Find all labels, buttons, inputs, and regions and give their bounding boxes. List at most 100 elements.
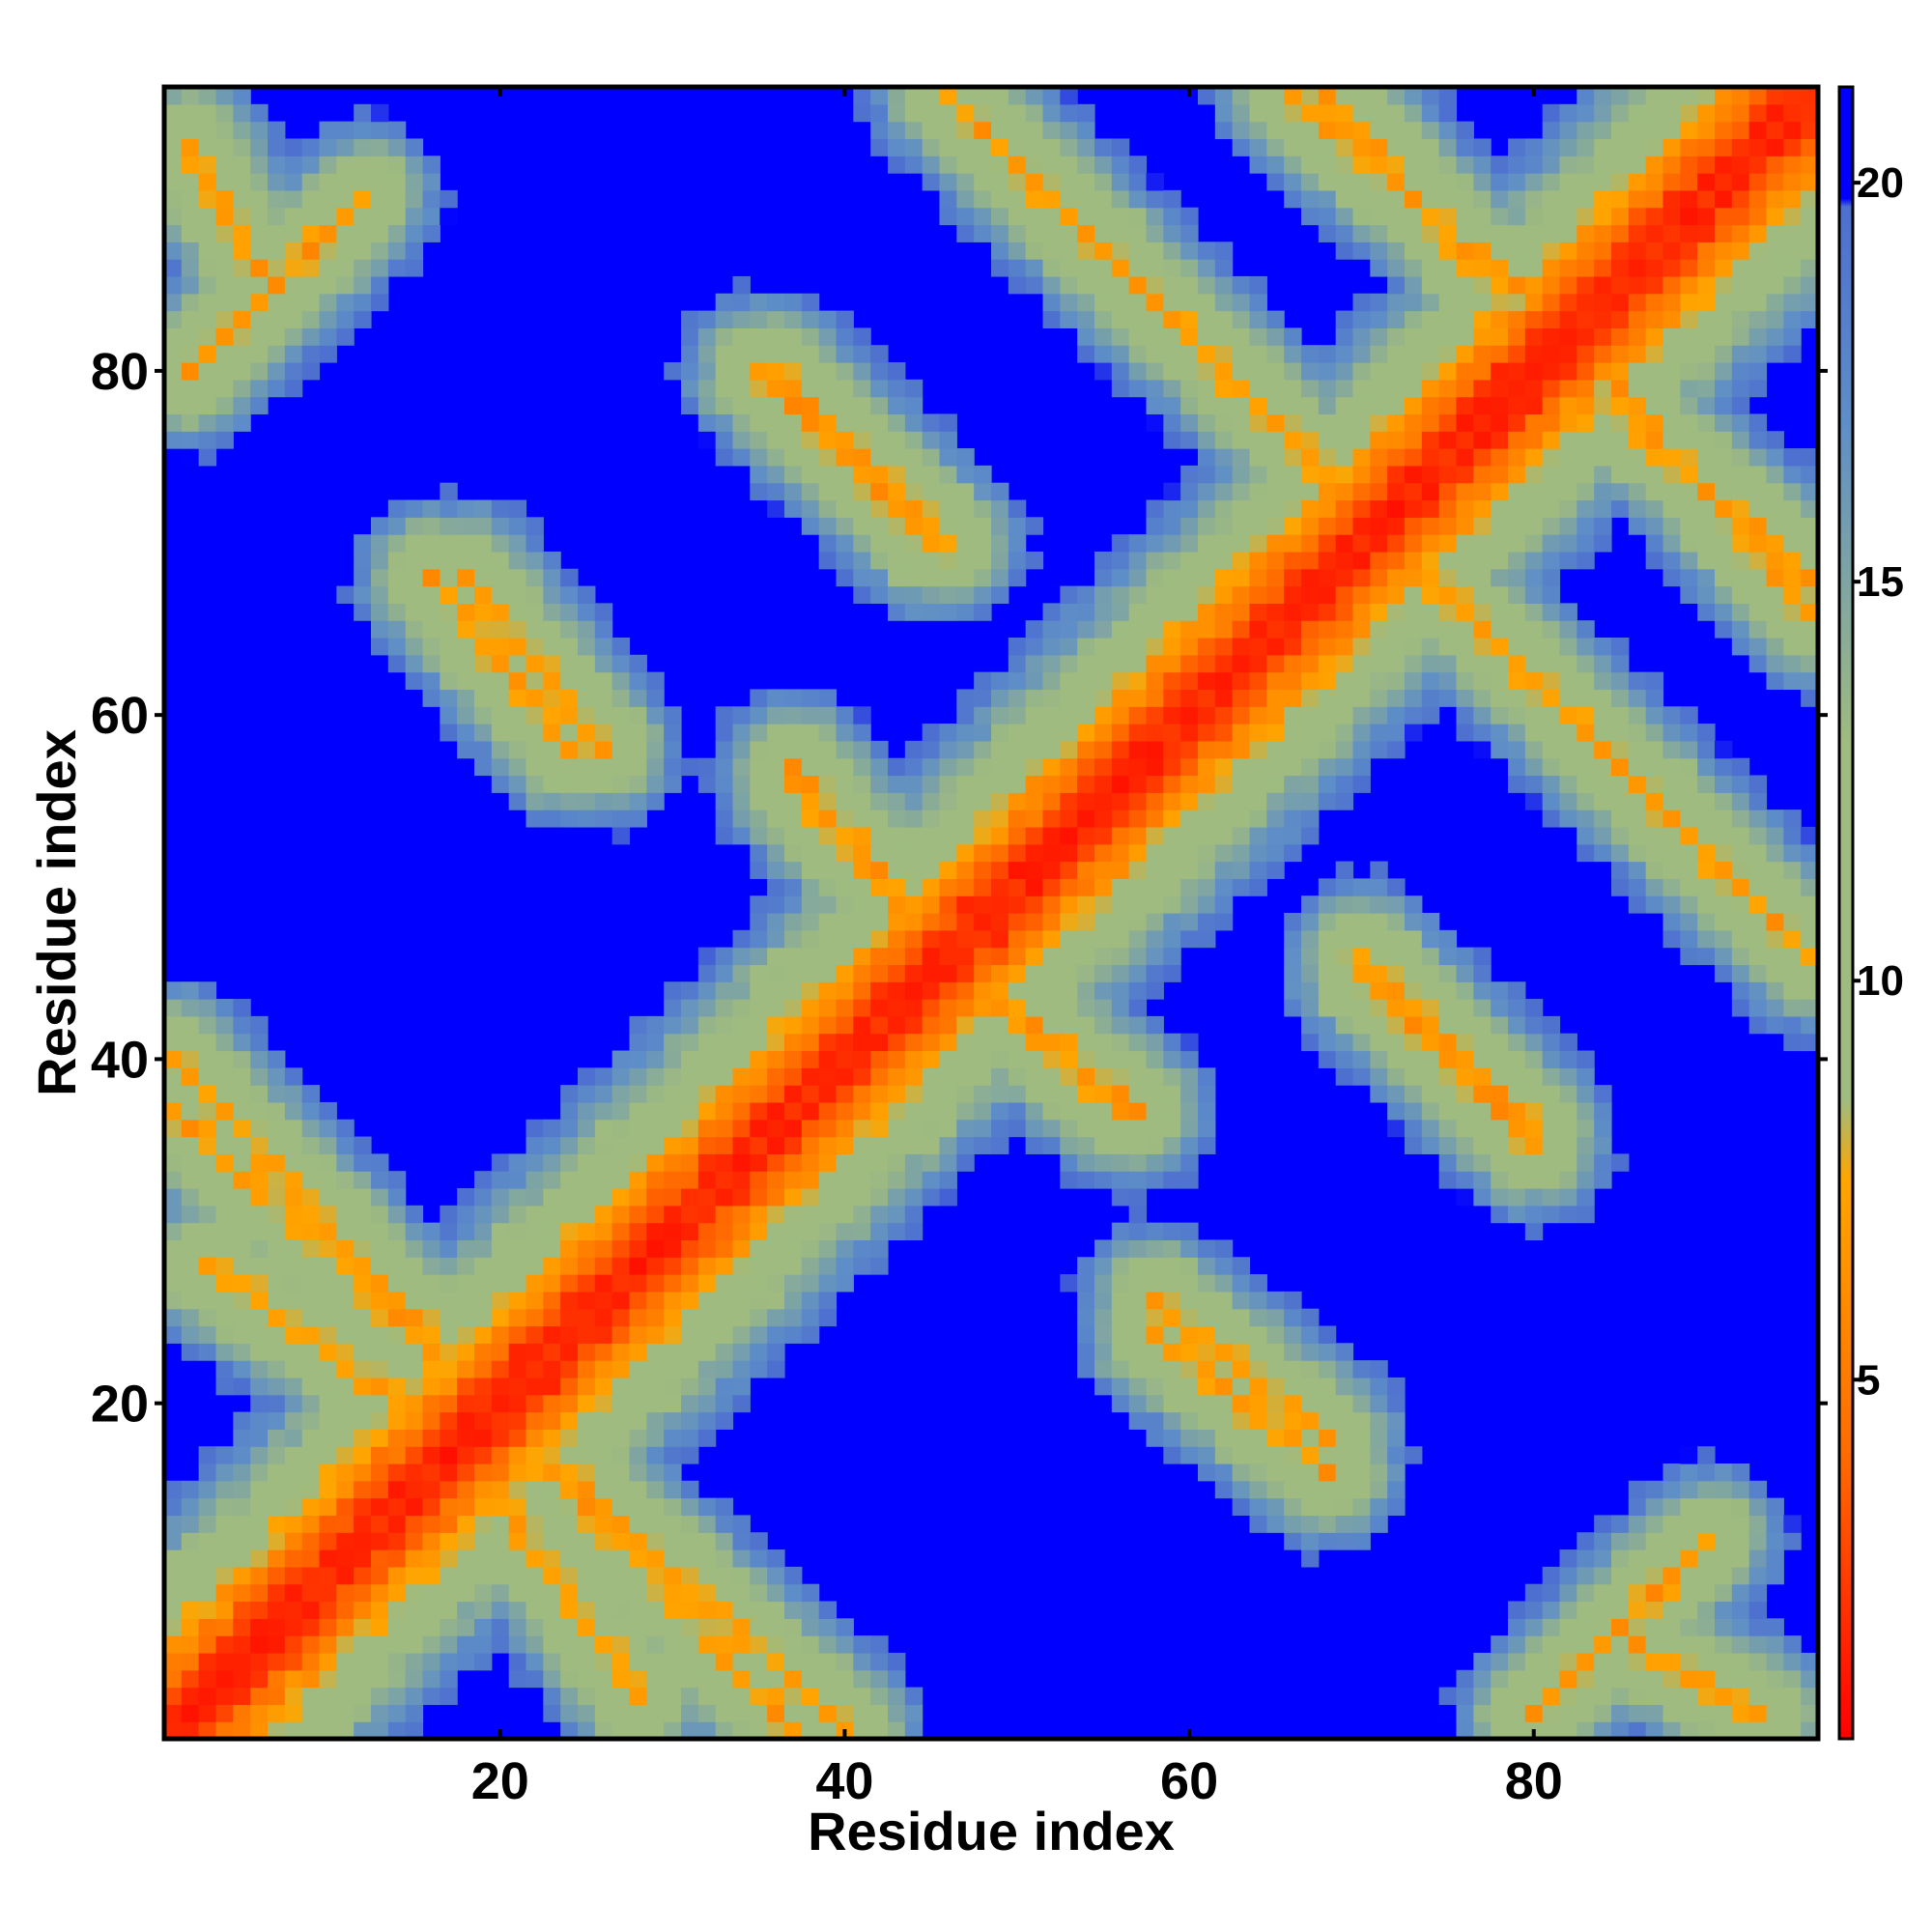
heatmap-cell xyxy=(870,1033,889,1052)
heatmap-cell xyxy=(336,1257,355,1275)
heatmap-cell xyxy=(1266,1480,1285,1499)
heatmap-cell xyxy=(594,1171,613,1189)
heatmap-cell xyxy=(508,1222,527,1241)
heatmap-cell xyxy=(508,1669,527,1689)
heatmap-cell xyxy=(646,1601,665,1619)
heatmap-cell xyxy=(578,1583,596,1603)
heatmap-cell xyxy=(939,1101,957,1121)
heatmap-cell xyxy=(1111,603,1130,621)
heatmap-cell xyxy=(1680,585,1698,604)
heatmap-cell xyxy=(354,242,372,260)
heatmap-cell xyxy=(853,87,871,105)
heatmap-cell xyxy=(1284,585,1302,604)
heatmap-cell xyxy=(1421,173,1440,191)
heatmap-cell xyxy=(1697,396,1716,415)
heatmap-cell xyxy=(974,603,992,621)
heatmap-cell xyxy=(801,1153,820,1172)
heatmap-cell xyxy=(354,293,372,312)
heatmap-cell xyxy=(1318,929,1337,949)
heatmap-cell xyxy=(1491,1171,1509,1189)
heatmap-cell xyxy=(1249,620,1267,639)
heatmap-cell xyxy=(268,1239,286,1258)
heatmap-cell xyxy=(801,895,820,914)
heatmap-cell xyxy=(681,1257,699,1275)
heatmap-cell xyxy=(336,1394,355,1413)
heatmap-cell xyxy=(888,843,906,863)
heatmap-cell xyxy=(1473,275,1492,295)
heatmap-cell xyxy=(1060,603,1078,621)
heatmap-cell xyxy=(1077,275,1095,295)
heatmap-cell xyxy=(1421,259,1440,277)
heatmap-cell xyxy=(1094,929,1113,949)
heatmap-cell xyxy=(1491,620,1509,639)
heatmap-cell xyxy=(1060,173,1078,191)
heatmap-cell xyxy=(1335,156,1354,174)
heatmap-cell xyxy=(784,1101,803,1121)
heatmap-cell xyxy=(164,1721,183,1740)
heatmap-cell xyxy=(215,1618,234,1636)
heatmap-cell xyxy=(1611,1549,1630,1568)
heatmap-cell xyxy=(664,1515,682,1533)
heatmap-cell xyxy=(371,1635,389,1654)
heatmap-cell xyxy=(1352,1446,1371,1464)
heatmap-cell xyxy=(1594,482,1612,501)
heatmap-cell xyxy=(1249,740,1267,759)
heatmap-cell xyxy=(1094,775,1113,793)
heatmap-cell xyxy=(1335,1446,1354,1464)
heatmap-cell xyxy=(526,689,544,707)
heatmap-cell xyxy=(474,1497,493,1517)
heatmap-cell xyxy=(1094,1239,1113,1258)
heatmap-cell xyxy=(371,1274,389,1293)
heatmap-cell xyxy=(1025,929,1044,949)
heatmap-cell xyxy=(440,207,458,226)
heatmap-cell xyxy=(336,224,355,242)
heatmap-cell xyxy=(422,654,440,673)
heatmap-cell xyxy=(991,517,1009,535)
heatmap-cell xyxy=(250,379,269,398)
heatmap-cell xyxy=(215,1635,234,1654)
heatmap-cell xyxy=(543,1411,561,1430)
heatmap-cell xyxy=(1042,792,1061,810)
heatmap-cell xyxy=(1111,310,1130,328)
heatmap-cell xyxy=(784,1635,803,1654)
heatmap-cell xyxy=(336,1308,355,1327)
heatmap-cell xyxy=(301,1583,321,1603)
heatmap-cell xyxy=(1352,1033,1371,1052)
heatmap-cell xyxy=(164,1136,183,1154)
heatmap-cell xyxy=(1266,482,1285,501)
heatmap-cell xyxy=(1214,448,1234,467)
heatmap-cell xyxy=(1266,362,1285,381)
heatmap-cell xyxy=(629,1033,647,1052)
heatmap-cell xyxy=(629,1549,647,1568)
heatmap-cell xyxy=(422,1480,440,1499)
heatmap-cell xyxy=(784,1274,803,1293)
heatmap-cell xyxy=(1577,1153,1595,1172)
heatmap-cell xyxy=(1421,929,1440,949)
heatmap-cell xyxy=(1111,671,1130,691)
heatmap-cell xyxy=(1301,1015,1320,1035)
heatmap-cell xyxy=(440,620,458,639)
heatmap-cell xyxy=(888,981,906,1000)
heatmap-cell xyxy=(1128,895,1148,914)
heatmap-cell xyxy=(732,1704,751,1722)
heatmap-cell xyxy=(1508,1171,1526,1189)
heatmap-cell xyxy=(594,1119,613,1138)
heatmap-cell xyxy=(1198,379,1216,398)
heatmap-cell xyxy=(1421,534,1440,553)
heatmap-cell xyxy=(1352,1532,1371,1550)
heatmap-cell xyxy=(1266,638,1285,656)
heatmap-cell xyxy=(1473,448,1492,467)
heatmap-cell xyxy=(319,1601,337,1619)
heatmap-cell xyxy=(336,138,355,156)
heatmap-cell xyxy=(387,1343,407,1361)
heatmap-cell xyxy=(801,1188,820,1207)
heatmap-cell xyxy=(1111,843,1130,863)
heatmap-cell xyxy=(1284,1429,1302,1447)
heatmap-cell xyxy=(354,1239,372,1258)
heatmap-cell xyxy=(1301,1497,1320,1517)
heatmap-cell xyxy=(1094,1343,1113,1361)
heatmap-cell xyxy=(784,775,803,793)
heatmap-cell xyxy=(250,138,269,156)
heatmap-cell xyxy=(1352,431,1371,449)
heatmap-cell xyxy=(440,1532,458,1550)
